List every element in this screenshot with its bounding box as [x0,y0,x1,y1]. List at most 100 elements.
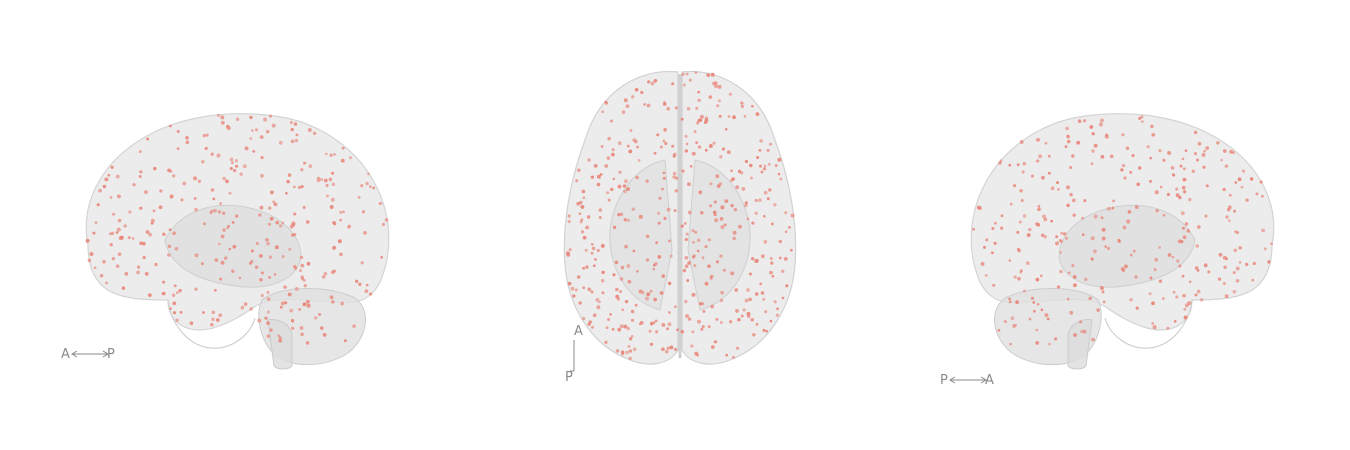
electrode-dot [242,164,247,169]
electrode-dot [773,203,777,207]
electrode-dot [582,317,586,321]
electrode-dot [1055,241,1059,246]
electrode-dot [1182,190,1187,194]
electrode-dot [1121,163,1126,168]
electrode-dot [708,95,713,99]
electrode-dot [601,270,605,275]
electrode-dot [746,217,750,221]
electrode-dot [235,117,240,121]
electrode-dot [626,144,630,148]
electrode-dot [626,326,630,331]
electrode-dot [590,242,594,246]
electrode-dot [668,311,671,314]
electrode-dot [750,176,753,180]
electrode-dot [697,319,701,324]
electrode-dot [306,261,311,266]
electrode-dot [666,346,670,350]
electrode-dot [999,159,1003,163]
electrode-dot [1071,198,1076,203]
electrode-dot [1008,300,1012,304]
electrode-dot [1017,276,1021,281]
electrode-dot [1184,149,1188,153]
electrode-dot [779,177,783,181]
electrode-dot [784,211,788,215]
electrode-dot [1028,317,1032,321]
electrode-dot [778,239,782,244]
electrode-dot [732,355,735,359]
electrode-dot [690,344,694,348]
electrode-dot [1012,324,1016,328]
electrode-dot [1183,315,1188,320]
electrode-dot [1155,209,1159,213]
electrode-dot [751,221,755,225]
electrode-dot [363,231,367,235]
electrode-dot [1036,159,1040,163]
electrode-dot [586,215,591,219]
electrode-dot [769,257,773,260]
electrode-dot [1012,184,1017,188]
electrode-dot [634,303,638,307]
electrode-dot [169,307,172,310]
electrode-dot [219,277,223,281]
electrode-dot [300,168,304,172]
electrode-dot [1120,168,1124,172]
electrode-dot [222,176,226,181]
electrode-dot [666,207,671,212]
electrode-dot [1196,225,1201,229]
electrode-dot [289,121,293,124]
electrode-dot [607,136,612,141]
electrode-dot [268,114,273,118]
electrode-dot [291,319,295,323]
electrode-dot [321,275,326,279]
electrode-dot [169,194,174,199]
electrode-dot [138,175,142,178]
electrode-dot [205,133,209,137]
electrode-dot [653,79,658,83]
electrode-dot [261,271,264,275]
electrode-dot [599,173,603,176]
electrode-dot [123,224,127,228]
electrode-dot [1047,154,1051,158]
electrode-dot [1018,220,1022,224]
electrode-dot [714,84,718,89]
electrode-dot [714,218,719,223]
electrode-dot [680,330,685,334]
electrode-dot [760,170,764,174]
electrode-dot [716,104,720,108]
electrode-dot [663,128,667,132]
electrode-dot [1064,145,1068,149]
electrode-dot [1096,308,1100,312]
electrode-dot [260,293,264,298]
electrode-dot [777,172,781,176]
electrode-dot [624,179,628,184]
electrode-dot [1036,302,1040,306]
electrode-dot [232,244,237,249]
electrode-dot [998,161,1002,165]
electrode-dot [1202,165,1206,169]
electrode-dot [980,261,985,266]
electrode-dot [355,279,359,283]
electrode-dot [218,313,223,318]
electrode-dot [719,298,724,303]
electrode-dot [305,220,310,224]
electrode-dot [576,201,581,206]
electrode-dot [1088,296,1092,300]
electrode-dot [692,240,695,244]
electrode-dot [1104,245,1108,248]
electrode-dot [610,187,614,192]
electrode-dot [1009,202,1013,206]
electrode-dot [1167,253,1172,257]
electrode-dot [217,113,220,117]
electrode-dot [1235,266,1240,271]
electrode-dot [626,218,630,222]
electrode-dot [686,107,691,111]
electrode-dot [278,338,283,343]
electrode-dot [735,185,740,190]
electrode-dot [343,339,347,343]
electrode-dot [194,207,198,212]
electrode-dot [85,238,90,243]
electrode-dot [1167,150,1172,155]
electrode-dot [685,232,689,236]
electrode-dot [303,161,307,165]
electrode-dot [380,255,384,259]
